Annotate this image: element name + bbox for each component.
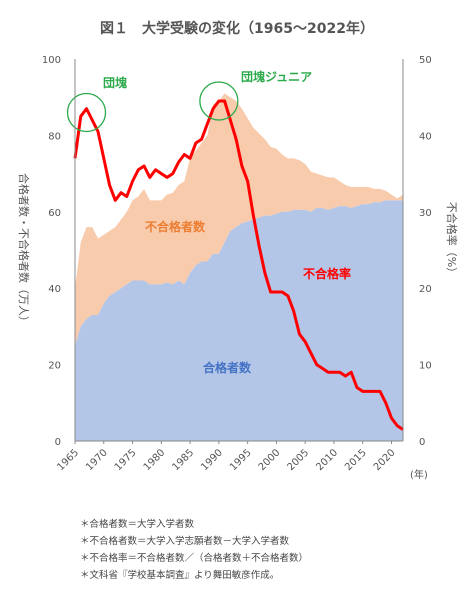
x-tick-label: 1980 <box>142 447 168 473</box>
dankai-label: 団塊 <box>103 75 127 90</box>
y-right-tick-label: 50 <box>419 55 432 66</box>
x-axis-unit: (年) <box>410 468 428 481</box>
x-tick-label: 1995 <box>228 447 254 473</box>
y-left-tick-label: 20 <box>48 361 61 372</box>
x-tick-label: 1990 <box>199 447 225 473</box>
x-tick-label: 1970 <box>84 447 110 473</box>
pass-count-area <box>75 200 403 441</box>
x-tick-label: 1965 <box>55 447 81 473</box>
right-axis-title: 不合格率（%） <box>445 202 459 278</box>
note-line: ＊文科省『学校基本調査』より舞田敏彦作成。 <box>80 570 280 581</box>
note-line: ＊不合格者数＝大学入学志願者数－大学入学者数 <box>80 536 290 547</box>
fail-rate-line <box>73 99 404 431</box>
y-right-tick-label: 40 <box>419 131 432 142</box>
y-left-tick-label: 40 <box>48 284 61 295</box>
y-right-tick-label: 30 <box>419 208 432 219</box>
y-left-tick-label: 100 <box>42 55 61 66</box>
y-right-tick-label: 0 <box>419 437 425 448</box>
left-axis-title: 合格者数・不合格者数（万人） <box>17 173 31 327</box>
fail-count-area <box>75 93 403 346</box>
x-tick-label: 1975 <box>113 447 139 473</box>
x-tick-label: 2015 <box>343 447 369 473</box>
y-right-tick-label: 10 <box>419 361 432 372</box>
note-line: ＊合格者数＝大学入学者数 <box>80 519 195 530</box>
dankai-junior-label: 団塊ジュニア <box>241 69 312 84</box>
x-tick-label: 2000 <box>257 447 283 473</box>
x-tick-label: 1985 <box>170 447 196 473</box>
y-left-tick-label: 80 <box>48 131 61 142</box>
fail-count-label: 不合格者数 <box>145 219 206 234</box>
chart-title: 図１ 大学受験の変化（1965〜2022年） <box>100 20 374 37</box>
x-tick-label: 2005 <box>286 447 312 473</box>
x-tick-label: 2020 <box>372 447 398 473</box>
fail-rate-label: 不合格率 <box>303 266 351 281</box>
dankai-junior-circle <box>199 81 239 121</box>
x-tick-label: 2010 <box>314 447 340 473</box>
y-left-tick-label: 0 <box>55 437 61 448</box>
note-line: ＊不合格率＝不合格者数／（合格者数＋不合格者数） <box>80 553 309 564</box>
pass-count-label: 合格者数 <box>203 360 252 375</box>
dankai-circle <box>66 92 107 133</box>
notes: ＊合格者数＝大学入学者数 ＊不合格者数＝大学入学志願者数－大学入学者数 ＊不合格… <box>80 516 308 584</box>
y-left-tick-label: 60 <box>48 208 61 219</box>
y-right-tick-label: 20 <box>419 284 432 295</box>
